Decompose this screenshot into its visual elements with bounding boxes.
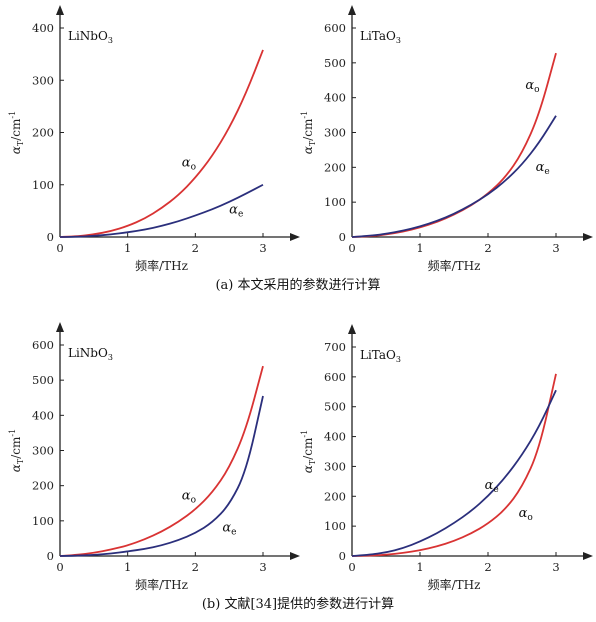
material-label: LiTaO3: [360, 348, 401, 364]
series-annotation: αe: [485, 478, 499, 495]
y-tick-label: 500: [324, 56, 346, 70]
y-axis-label: αT/cm-1: [300, 430, 317, 473]
y-tick-label: 700: [324, 340, 346, 354]
chart-panel: 0 1 2 3 0 100 200 300 400 500 600 700 频率/THz αT/cm-1 L…: [300, 324, 593, 592]
y-axis-label: αT/cm-1: [8, 111, 25, 154]
y-tick-label: 600: [324, 370, 346, 384]
y-tick-label: 100: [324, 195, 346, 209]
y-axis-label: αT/cm-1: [300, 111, 317, 154]
x-tick-label: 2: [192, 241, 199, 255]
y-tick-label: 100: [32, 514, 54, 528]
chart-panel: 0 1 2 3 0 100 200 300 400 500 600 频率/THz αT/cm-1 LiNb…: [8, 322, 300, 592]
caption-b: (b) 文献[34]提供的参数进行计算: [202, 596, 394, 612]
x-axis-arrow: [583, 233, 593, 241]
material-label: LiNbO3: [68, 346, 113, 362]
x-axis-label: 频率/THz: [135, 577, 188, 592]
y-tick-label: 600: [32, 338, 54, 352]
y-axis-label: αT/cm-1: [8, 429, 25, 472]
y-tick-label: 500: [324, 400, 346, 414]
y-tick-label: 300: [32, 73, 54, 87]
y-tick-label: 400: [324, 91, 346, 105]
x-tick-label: 3: [552, 241, 559, 255]
x-axis-label: 频率/THz: [135, 258, 188, 273]
x-tick-label: 1: [416, 560, 423, 574]
x-axis-arrow: [583, 552, 593, 560]
x-tick-label: 1: [124, 560, 131, 574]
material-label: LiNbO3: [68, 29, 113, 45]
series-annotation: αe: [222, 520, 236, 537]
series-line: [351, 389, 557, 557]
chart-panel: 0 1 2 3 0 100 200 300 400 500 600 频率/THz αT/cm-1 LiTa…: [300, 5, 593, 273]
y-axis-arrow: [56, 322, 64, 332]
y-tick-label: 200: [32, 479, 54, 493]
x-tick-label: 1: [416, 241, 423, 255]
y-tick-label: 300: [32, 444, 54, 458]
y-tick-label: 600: [324, 21, 346, 35]
x-axis-label: 频率/THz: [428, 577, 481, 592]
y-tick-label: 400: [324, 430, 346, 444]
y-axis-arrow: [348, 324, 356, 334]
x-tick-label: 0: [348, 560, 355, 574]
material-label: LiTaO3: [360, 29, 401, 45]
x-tick-label: 2: [484, 560, 491, 574]
series-line: [59, 183, 264, 238]
y-tick-label: 300: [324, 459, 346, 473]
series-line: [351, 115, 557, 238]
x-tick-label: 0: [56, 560, 63, 574]
x-tick-label: 1: [124, 241, 131, 255]
y-axis-arrow: [56, 5, 64, 15]
x-axis-label: 频率/THz: [428, 258, 481, 273]
x-axis-arrow: [290, 552, 300, 560]
series-annotation: αo: [519, 506, 533, 523]
y-tick-label: 200: [324, 160, 346, 174]
y-tick-label: 0: [47, 230, 54, 244]
series-annotation: αo: [182, 489, 196, 506]
chart-panel: 0 1 2 3 0 100 200 300 400 频率/THz αT/cm-1 LiNbO3 αo αe: [8, 5, 300, 273]
series-line: [59, 49, 264, 238]
series-line: [351, 373, 557, 557]
y-tick-label: 400: [32, 408, 54, 422]
y-tick-label: 300: [324, 126, 346, 140]
caption-a: (a) 本文采用的参数进行计算: [215, 277, 380, 293]
x-tick-label: 3: [259, 560, 266, 574]
series-annotation: αe: [229, 202, 243, 219]
x-axis-arrow: [290, 233, 300, 241]
y-tick-label: 500: [32, 373, 54, 387]
x-tick-label: 2: [192, 560, 199, 574]
y-axis-arrow: [348, 5, 356, 15]
series-annotation: αo: [182, 155, 196, 172]
y-tick-label: 0: [339, 230, 346, 244]
y-tick-label: 0: [339, 549, 346, 563]
x-tick-label: 2: [484, 241, 491, 255]
series-annotation: αo: [525, 78, 539, 95]
y-tick-label: 400: [32, 21, 54, 35]
x-tick-label: 0: [348, 241, 355, 255]
y-tick-label: 100: [32, 178, 54, 192]
y-tick-label: 200: [32, 126, 54, 140]
y-tick-label: 0: [47, 549, 54, 563]
x-tick-label: 3: [552, 560, 559, 574]
series-line: [59, 365, 264, 557]
series-annotation: αe: [536, 160, 550, 177]
y-tick-label: 100: [324, 519, 346, 533]
x-tick-label: 3: [259, 241, 266, 255]
series-line: [59, 395, 264, 557]
y-tick-label: 200: [324, 489, 346, 503]
x-tick-label: 0: [56, 241, 63, 255]
